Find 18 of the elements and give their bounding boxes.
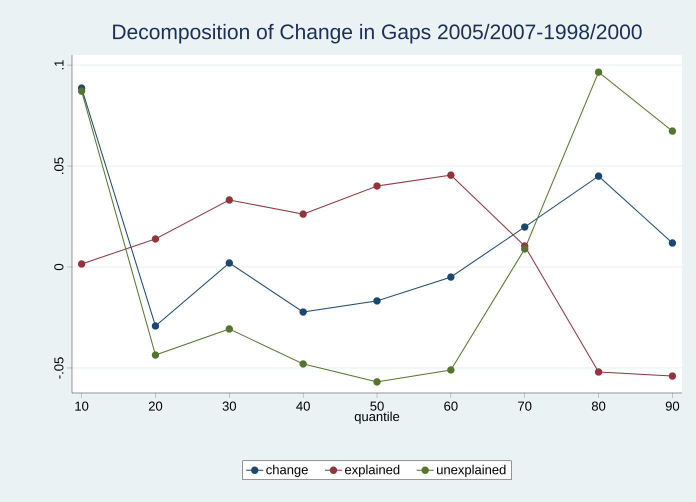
x-tick-label: 40 bbox=[296, 402, 310, 411]
x-tick-label: 10 bbox=[75, 402, 88, 411]
x-tick-label: 60 bbox=[444, 402, 458, 411]
chart-title: Decomposition of Change in Gaps 2005/2007-1998/2000 bbox=[113, 24, 642, 44]
x-tick-label: 30 bbox=[222, 402, 236, 411]
x-axis-title: quantile bbox=[354, 412, 400, 424]
legend-label: change bbox=[266, 464, 308, 477]
y-tick-label: -.05 bbox=[54, 357, 64, 379]
x-tick-label: 70 bbox=[518, 402, 532, 411]
legend-label: explained bbox=[345, 464, 400, 477]
x-tick-label: 20 bbox=[148, 402, 162, 411]
y-tick-label: .1 bbox=[54, 60, 64, 70]
y-tick-label: 0 bbox=[54, 264, 64, 270]
x-tick-label: 50 bbox=[370, 402, 384, 411]
x-tick-label: 90 bbox=[666, 402, 680, 411]
y-tick-label: .05 bbox=[54, 158, 64, 174]
x-tick-label: 80 bbox=[592, 402, 606, 411]
legend-label: unexplained bbox=[437, 464, 506, 477]
